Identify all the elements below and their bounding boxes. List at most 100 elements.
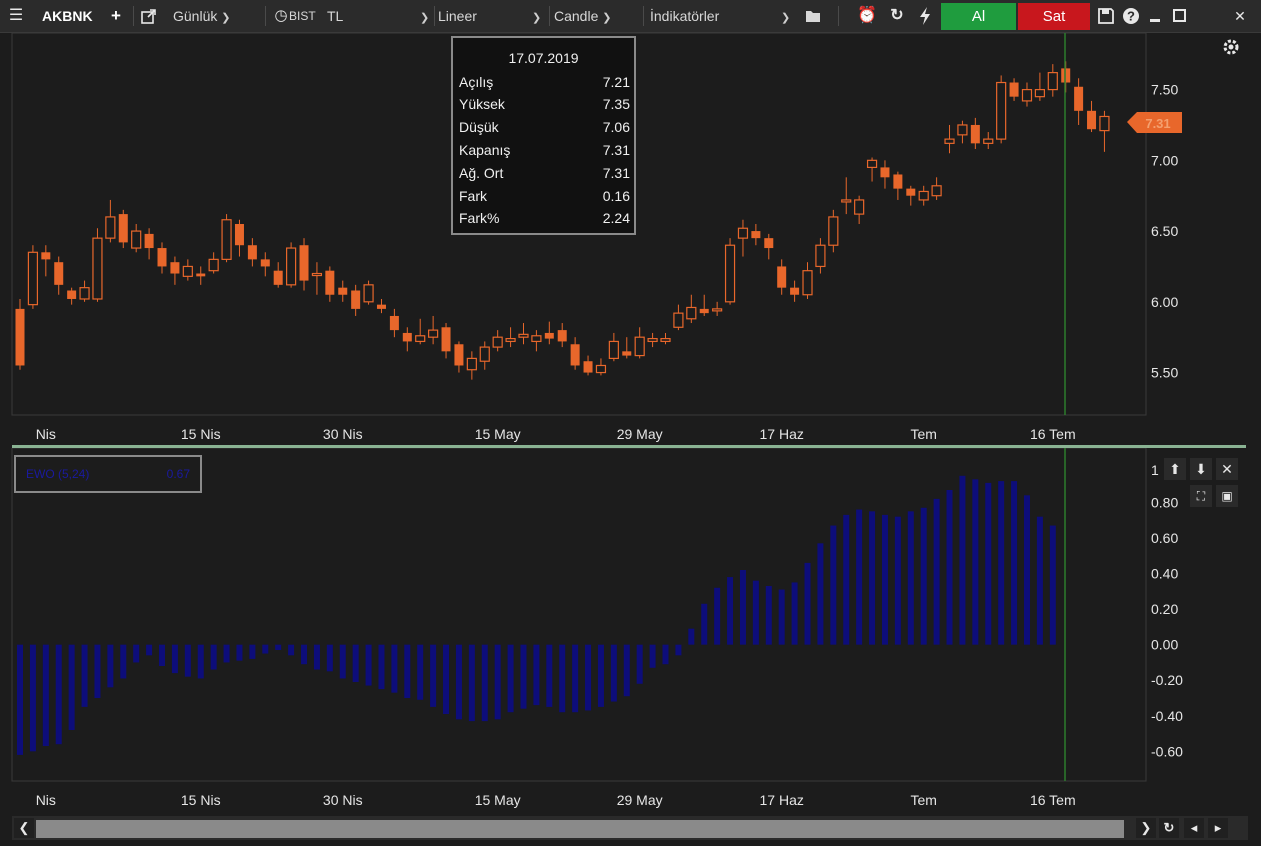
scale-chevron[interactable]: ❯ xyxy=(532,0,541,32)
price-tag: 7.31 xyxy=(1127,112,1182,133)
price-x-axis: Nis 15 Nis 30 Nis 15 May 29 May 17 Haz Tem 16 T… xyxy=(36,426,1076,442)
oscillator-bar xyxy=(417,644,424,700)
oscillator-bar xyxy=(133,644,140,663)
candle xyxy=(299,245,309,281)
y-tick-label: 7.50 xyxy=(1151,82,1178,98)
period-select[interactable]: Günlük ❯ xyxy=(173,0,230,32)
tooltip-value: 7.06 xyxy=(602,119,630,135)
menu-icon[interactable]: ☰ xyxy=(8,7,24,24)
oscillator-bar xyxy=(804,562,811,645)
period-value: Günlük xyxy=(173,8,218,24)
oscillator-bar xyxy=(275,644,282,650)
currency-select[interactable]: TL xyxy=(327,8,344,24)
alarm-icon[interactable]: ⏰ xyxy=(857,7,877,24)
external-link-icon[interactable] xyxy=(138,0,160,32)
candle xyxy=(557,330,567,342)
sell-button[interactable]: Sat xyxy=(1018,3,1090,30)
oscillator-bar xyxy=(223,644,230,663)
oscillator-bar xyxy=(146,644,153,656)
maximize-icon[interactable] xyxy=(1168,0,1190,32)
horizontal-scrollbar[interactable]: ❮ ❯ ↻ ◂ ▸ xyxy=(12,816,1248,840)
x-tick-label: 16 Tem xyxy=(1030,792,1076,808)
oscillator-bar xyxy=(688,628,695,645)
minimize-icon[interactable] xyxy=(1145,0,1165,32)
settings-icon[interactable] xyxy=(1223,39,1239,55)
candle xyxy=(260,259,270,267)
move-down-icon[interactable]: ⬇ xyxy=(1190,458,1212,480)
oscillator-bar xyxy=(765,586,772,645)
tooltip-row: Yüksek 7.35 xyxy=(459,96,630,118)
folder-icon[interactable] xyxy=(802,0,824,32)
clock-icon[interactable]: ◷ xyxy=(274,7,288,24)
currency-chevron[interactable]: ❯ xyxy=(420,0,429,32)
candle xyxy=(234,224,244,246)
scroll-forward-icon[interactable]: ❯ xyxy=(1136,818,1156,838)
scroll-thumb[interactable] xyxy=(36,820,1124,838)
oscillator-bar xyxy=(817,543,824,645)
help-icon[interactable]: ? xyxy=(1120,0,1142,32)
expand-icon[interactable]: ⛶ xyxy=(1190,485,1212,507)
save-icon[interactable] xyxy=(1094,0,1118,32)
indicators-value: İndikatörler xyxy=(650,8,720,24)
y-tick-label: 0.40 xyxy=(1151,566,1178,582)
indicator-label-box[interactable]: EWO (5,24) 0.67 xyxy=(14,455,202,493)
oscillator-panel[interactable]: 0.80 0.60 0.40 0.20 0.00 -0.20 -0.40 -0.60 Nis 1… xyxy=(0,447,1261,814)
oscillator-bar xyxy=(236,644,243,661)
step-right-icon[interactable]: ▸ xyxy=(1208,818,1228,838)
candle xyxy=(247,245,257,260)
indicators-select[interactable]: İndikatörler xyxy=(650,0,719,32)
price-y-axis: 7.50 7.00 6.50 6.00 5.50 xyxy=(1151,82,1178,381)
oscillator-bar xyxy=(42,644,49,746)
scroll-left-icon[interactable]: ❮ xyxy=(14,818,34,838)
toolbar-divider xyxy=(838,6,839,26)
buy-button[interactable]: Al xyxy=(941,3,1016,30)
window-icon[interactable]: ▣ xyxy=(1216,485,1238,507)
candle xyxy=(660,338,671,343)
candle xyxy=(389,315,399,331)
oscillator-bar xyxy=(1036,516,1043,645)
add-symbol-button[interactable]: + xyxy=(111,6,121,25)
oscillator-bar xyxy=(559,644,566,713)
lightning-icon[interactable] xyxy=(917,0,933,32)
candle xyxy=(583,361,593,373)
tooltip-value: 2.24 xyxy=(602,210,630,226)
refresh-icon[interactable]: ↻ xyxy=(1159,818,1179,838)
candle xyxy=(286,247,297,286)
oscillator-bar xyxy=(636,644,643,684)
candle xyxy=(531,335,542,343)
candle xyxy=(906,188,916,196)
tooltip-row: Düşük 7.06 xyxy=(459,119,630,141)
price-chart[interactable]: 7.50 7.00 6.50 6.00 5.50 Nis 15 Nis 30 Nis 15 M… xyxy=(0,32,1261,445)
candle xyxy=(311,272,323,277)
price-tag-text: 7.31 xyxy=(1145,116,1170,131)
oscillator-bar xyxy=(572,644,579,713)
close-panel-icon[interactable]: ✕ xyxy=(1216,458,1238,480)
candle xyxy=(1074,86,1084,111)
candle xyxy=(996,81,1007,140)
chart-style-select[interactable]: Candle ❯ xyxy=(554,0,611,32)
oscillator-bar xyxy=(326,644,333,672)
candle xyxy=(944,138,955,144)
candle xyxy=(918,190,929,201)
refresh-icon[interactable]: ↻ xyxy=(890,7,904,24)
close-icon[interactable]: ✕ xyxy=(1234,8,1246,24)
tooltip-label: Fark% xyxy=(459,210,500,226)
indicators-chevron[interactable]: ❯ xyxy=(781,0,790,32)
candle xyxy=(1047,72,1058,91)
x-tick-label: 15 May xyxy=(475,792,521,808)
scale-select[interactable]: Lineer xyxy=(438,0,477,32)
y-tick-label: 6.00 xyxy=(1151,294,1178,310)
oscillator-chart[interactable]: 0.80 0.60 0.40 0.20 0.00 -0.20 -0.40 -0.60 Nis 1… xyxy=(0,447,1261,814)
panel-divider[interactable] xyxy=(12,445,1246,448)
candle xyxy=(1021,88,1033,102)
candle xyxy=(518,333,529,338)
oscillator-bar xyxy=(1011,481,1018,645)
price-chart-panel[interactable]: 7.50 7.00 6.50 6.00 5.50 Nis 15 Nis 30 Nis 15 M… xyxy=(0,32,1261,445)
symbol-label[interactable]: AKBNK xyxy=(42,8,93,24)
oscillator-bar xyxy=(494,644,501,720)
move-up-icon[interactable]: ⬆ xyxy=(1164,458,1186,480)
step-left-icon[interactable]: ◂ xyxy=(1184,818,1204,838)
x-tick-label: Tem xyxy=(910,792,936,808)
oscillator-bar xyxy=(1049,525,1056,645)
oscillator-bar xyxy=(430,644,437,707)
